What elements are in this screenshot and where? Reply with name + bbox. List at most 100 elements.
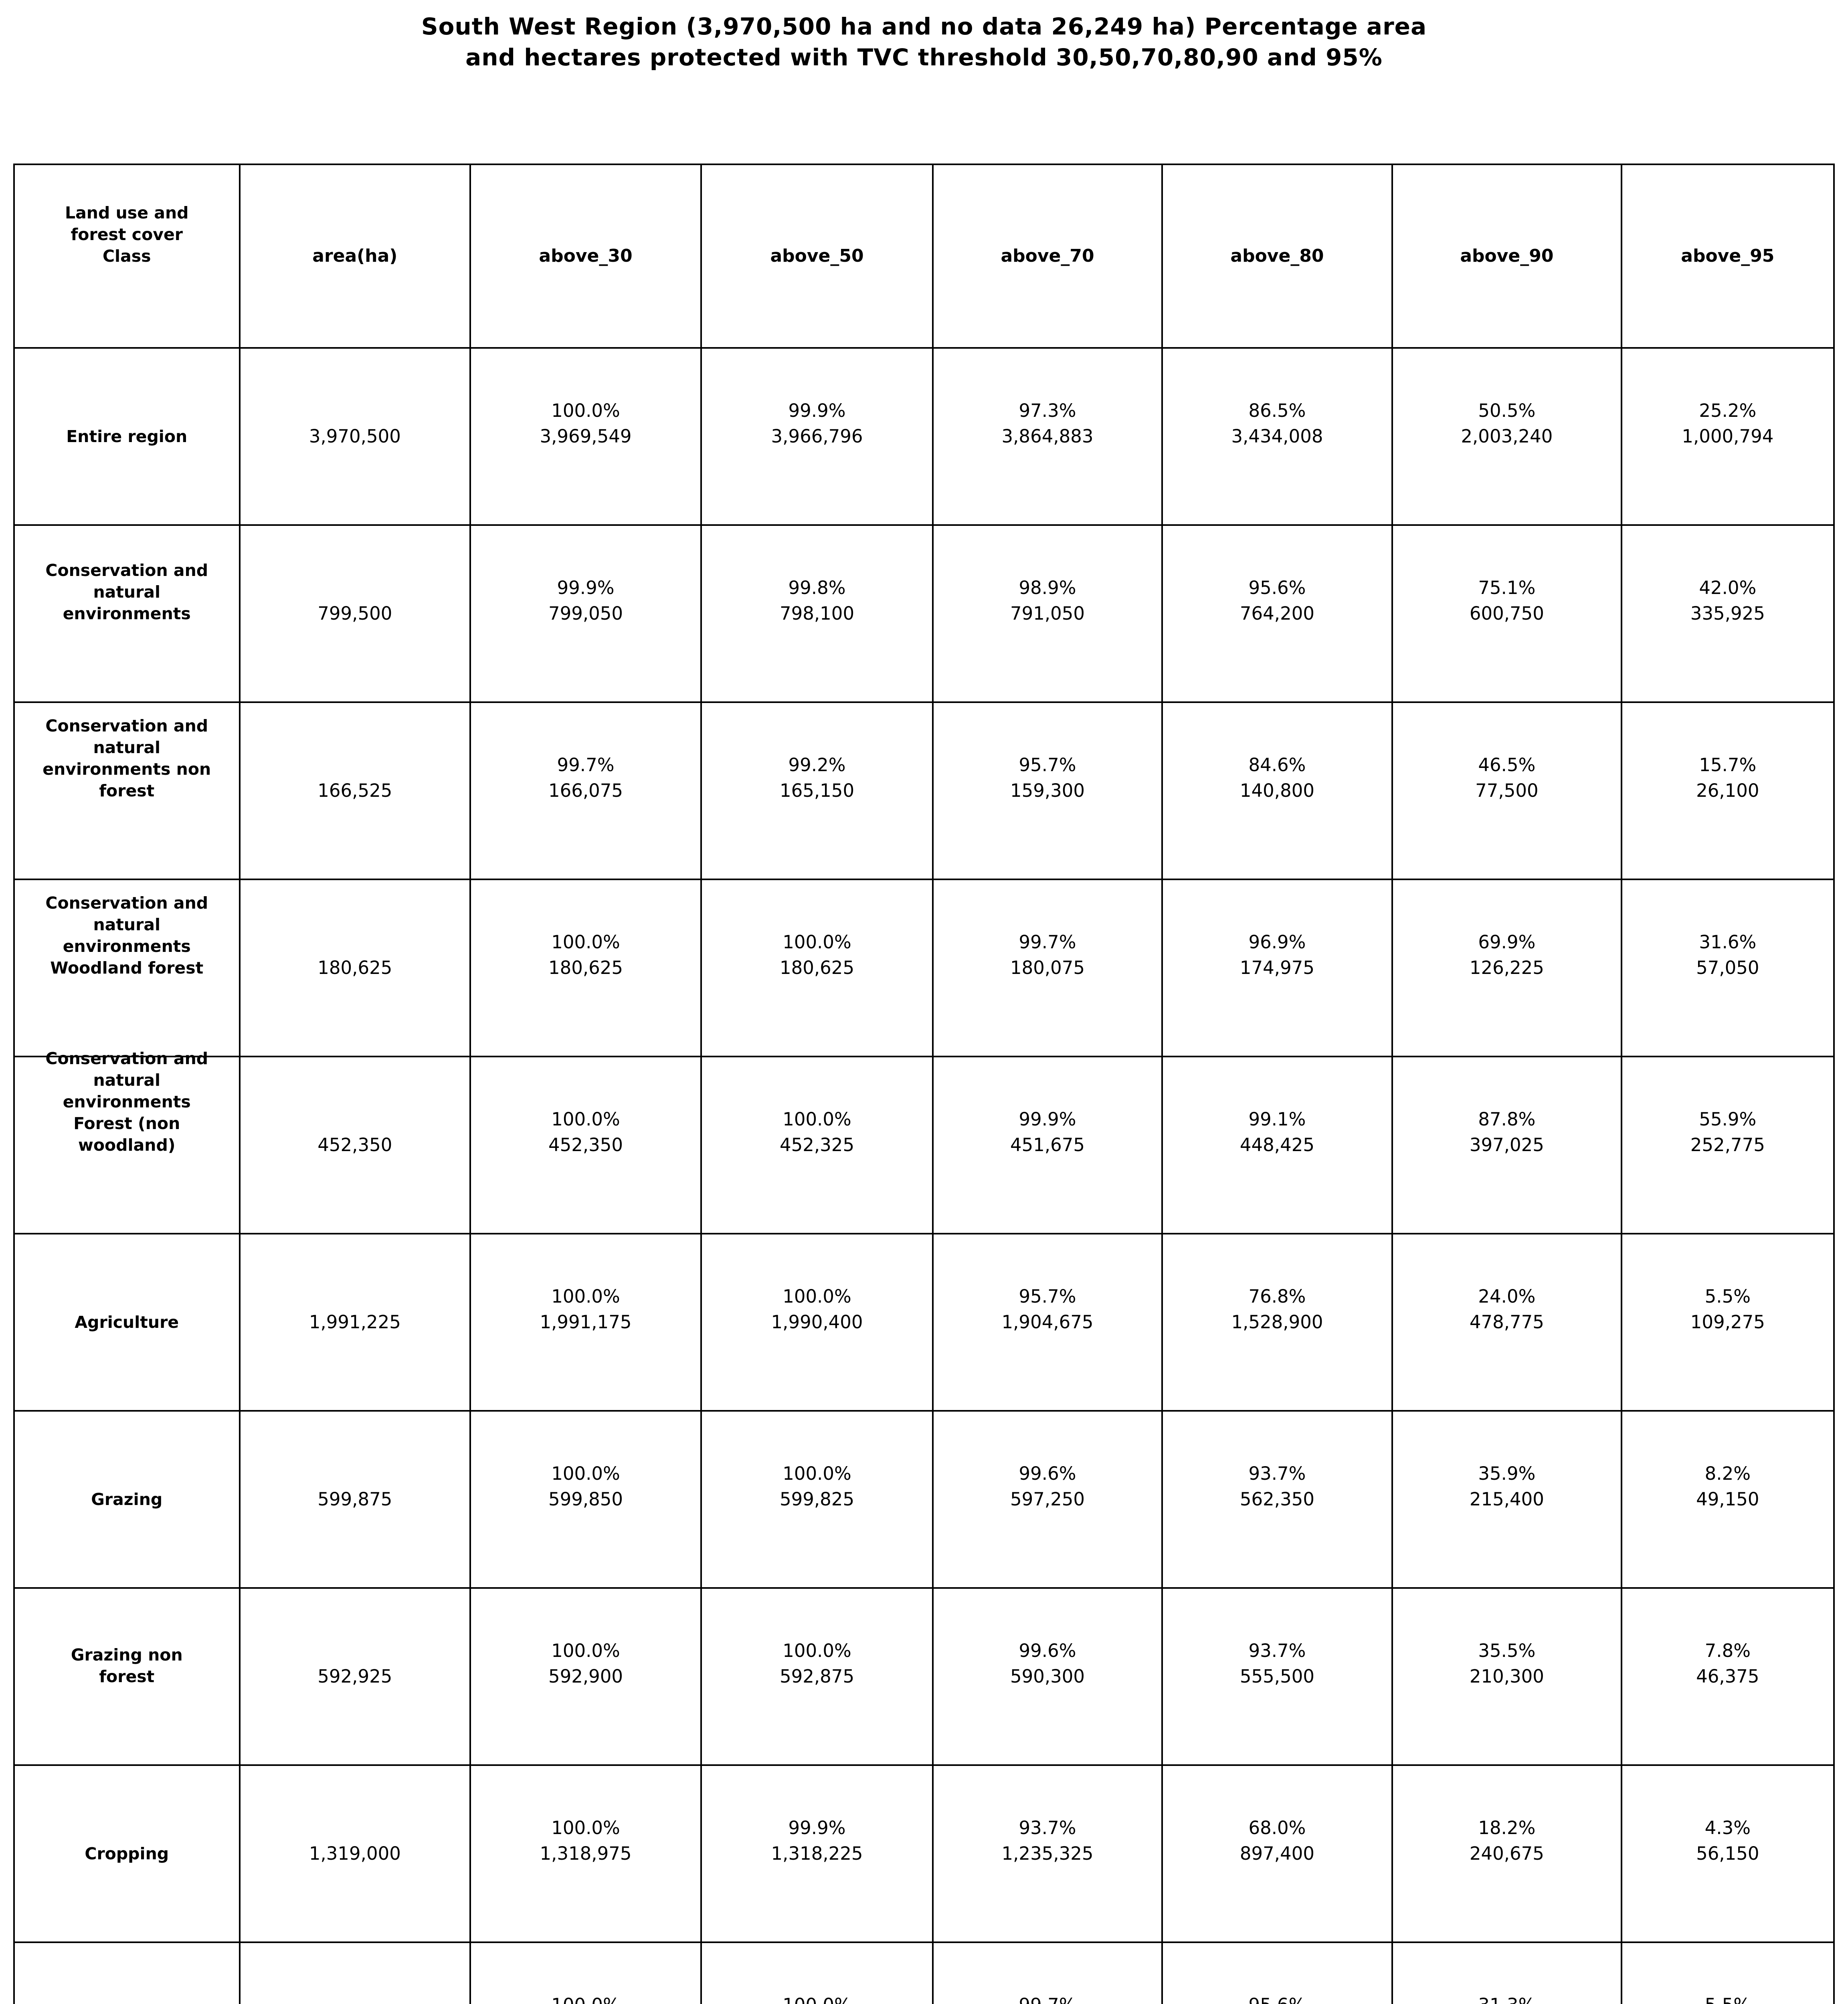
threshold-cell: 99.6% 590,300 [932,1587,1163,1766]
row-label-cell: Conservation and natural environments no… [13,701,241,880]
threshold-cell: 100.0% 72,250 [700,1941,934,2004]
threshold-cell: 99.7% 180,075 [932,879,1163,1057]
threshold-cell: 35.5% 210,300 [1391,1587,1622,1766]
column-header-7: above_95 [1620,164,1835,349]
threshold-cell: 100.0% 72,250 [469,1941,702,2004]
threshold-cell: 95.6% 764,200 [1161,524,1393,703]
table-row: Irrigation72,250100.0% 72,250100.0% 72,2… [13,1941,1835,2004]
threshold-cell: 55.9% 252,775 [1620,1056,1835,1234]
threshold-cell: 96.9% 174,975 [1161,879,1393,1057]
area-value: 799,500 [317,603,392,624]
row-label-cell: Conservation and natural environments Fo… [13,1049,241,1234]
area-cell: 452,350 [239,1056,471,1234]
row-label-cell: Agriculture [13,1233,241,1412]
area-cell: 72,250 [239,1941,471,2004]
threshold-value: 31.6% 57,050 [1696,931,1759,978]
threshold-value: 95.6% 764,200 [1239,577,1314,624]
threshold-cell: 95.7% 159,300 [932,701,1163,880]
column-header-6: above_90 [1391,164,1622,349]
column-header-label: above_95 [1681,246,1775,266]
threshold-value: 97.3% 3,864,883 [1001,400,1094,447]
area-cell: 180,625 [239,879,471,1057]
threshold-cell: 99.2% 165,150 [700,701,934,880]
land-use-table: Land use and forest cover Class area(ha) a… [13,164,1835,2004]
table-row: Cropping 1,319,000 100.0% 1,318,975 99.9% 1… [13,1764,1835,1943]
threshold-value: 15.7% 26,100 [1696,754,1759,801]
row-label: Entire region [66,427,188,446]
page-title: South West Region (3,970,500 ha and no d… [421,13,1427,71]
threshold-value: 100.0% 452,350 [548,1109,623,1156]
threshold-value: 100.0% 592,875 [779,1640,855,1687]
row-label: Conservation and natural environments [45,561,208,623]
area-cell: 599,875 [239,1410,471,1589]
row-label-cell: Entire region [13,347,241,526]
threshold-cell: 24.0% 478,775 [1391,1233,1622,1412]
threshold-cell: 93.7% 1,235,325 [932,1764,1163,1943]
threshold-value: 86.5% 3,434,008 [1231,400,1323,447]
area-value: 599,875 [317,1489,392,1510]
threshold-cell: 25.2% 1,000,794 [1620,347,1835,526]
threshold-cell: 93.7% 555,500 [1161,1587,1393,1766]
threshold-value: 99.9% 799,050 [548,577,623,624]
area-value: 1,991,225 [309,1311,401,1333]
threshold-value: 76.8% 1,528,900 [1231,1286,1323,1333]
threshold-value: 93.7% 1,235,325 [1001,1817,1094,1864]
area-value: 452,350 [317,1134,392,1156]
threshold-value: 7.8% 46,375 [1696,1640,1759,1687]
column-header-label: area(ha) [312,246,398,266]
column-header-label: above_90 [1460,246,1554,266]
table-row: Grazing 599,875 100.0% 599,850 100.0% 599,8… [13,1410,1835,1589]
threshold-cell: 99.8% 798,100 [700,524,934,703]
threshold-value: 18.2% 240,675 [1469,1817,1544,1864]
area-cell: 592,925 [239,1587,471,1766]
column-header-5: above_80 [1161,164,1393,349]
row-label-cell: Conservation and natural environments [13,524,241,703]
threshold-cell: 99.7% 166,075 [469,701,702,880]
column-header-label: Land use and forest cover Class [65,203,189,266]
threshold-cell: 100.0% 452,325 [700,1056,934,1234]
threshold-cell: 100.0% 592,900 [469,1587,702,1766]
threshold-value: 99.7% 180,075 [1010,931,1085,978]
row-label-cell: Cropping [13,1764,241,1943]
row-label-cell: Grazing non forest [13,1587,241,1766]
area-cell: 799,500 [239,524,471,703]
threshold-value: 95.7% 1,904,675 [1001,1286,1094,1333]
row-label-cell: Irrigation [13,1941,241,2004]
threshold-value: 100.0% 1,990,400 [771,1286,863,1333]
threshold-cell: 99.6% 597,250 [932,1410,1163,1589]
column-header-3: above_50 [700,164,934,349]
area-cell: 1,991,225 [239,1233,471,1412]
threshold-cell: 86.5% 3,434,008 [1161,347,1393,526]
threshold-value: 99.9% 3,966,796 [771,400,863,447]
threshold-value: 100.0% 592,900 [548,1640,623,1687]
threshold-value: 100.0% 180,625 [779,931,855,978]
threshold-value: 99.1% 448,425 [1239,1109,1314,1156]
threshold-value: 68.0% 897,400 [1239,1817,1314,1864]
threshold-cell: 95.6% 69,050 [1161,1941,1393,2004]
threshold-value: 50.5% 2,003,240 [1461,400,1553,447]
threshold-value: 100.0% 599,825 [779,1463,855,1510]
threshold-cell: 100.0% 599,825 [700,1410,934,1589]
threshold-cell: 15.7% 26,100 [1620,701,1835,880]
threshold-value: 99.6% 590,300 [1010,1640,1085,1687]
threshold-value: 95.7% 159,300 [1010,754,1085,801]
threshold-cell: 99.9% 451,675 [932,1056,1163,1234]
threshold-cell: 100.0% 3,969,549 [469,347,702,526]
threshold-cell: 46.5% 77,500 [1391,701,1622,880]
threshold-value: 87.8% 397,025 [1469,1109,1544,1156]
column-header-1: area(ha) [239,164,471,349]
table-row: Conservation and natural environments Fo… [13,1049,1835,1234]
threshold-cell: 99.9% 1,318,225 [700,1764,934,1943]
threshold-value: 100.0% 72,250 [702,1992,932,2004]
threshold-value: 35.9% 215,400 [1469,1463,1544,1510]
threshold-cell: 100.0% 599,850 [469,1410,702,1589]
threshold-value: 4.3% 56,150 [1696,1817,1759,1864]
row-label: Agriculture [75,1313,179,1332]
threshold-value: 25.2% 1,000,794 [1682,400,1774,447]
column-header-label: above_80 [1230,246,1324,266]
table-header-row: Land use and forest cover Class area(ha) a… [13,164,1835,349]
threshold-value: 99.8% 798,100 [779,577,855,624]
column-header-0: Land use and forest cover Class [13,164,241,349]
threshold-value: 100.0% 3,969,549 [540,400,632,447]
row-label: Conservation and natural environments no… [42,716,211,800]
